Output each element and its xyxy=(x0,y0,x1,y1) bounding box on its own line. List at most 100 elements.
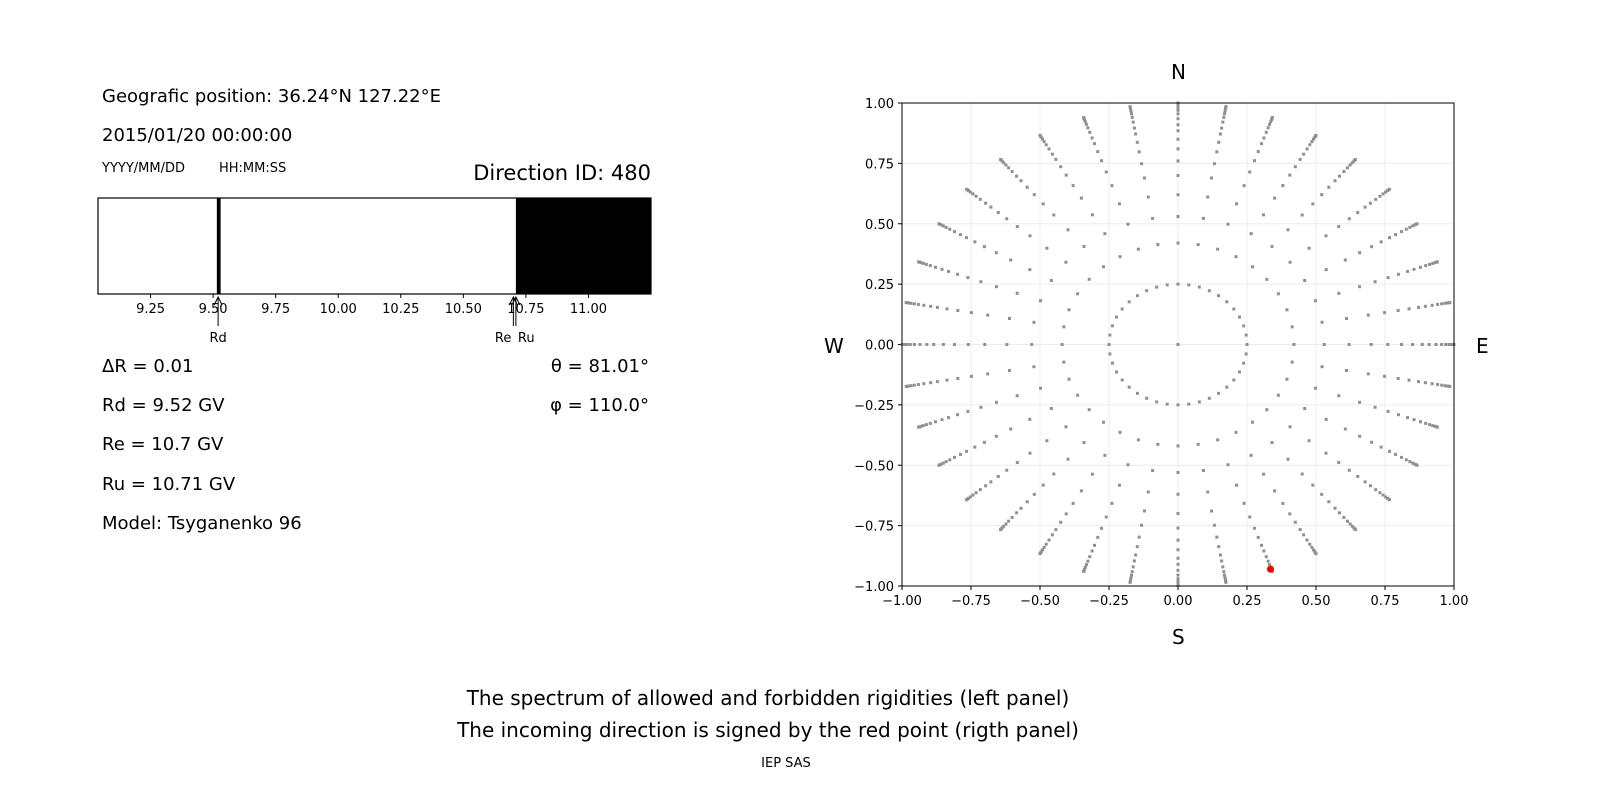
scatter-point xyxy=(1223,109,1227,113)
scatter-point xyxy=(1226,463,1230,467)
scatter-point xyxy=(1007,369,1011,373)
scatter-point xyxy=(1176,556,1180,560)
scatter-point xyxy=(1245,343,1249,346)
scatter-point xyxy=(1379,240,1383,244)
scatter-point xyxy=(1197,400,1201,404)
scatter-point xyxy=(1010,515,1014,519)
scatter-point xyxy=(971,493,975,497)
scatter-point xyxy=(996,474,1000,478)
scatter-point xyxy=(1242,184,1246,188)
scatter-point xyxy=(965,498,969,502)
scatter-point xyxy=(1260,142,1264,146)
scatter-point xyxy=(1079,196,1083,200)
scatter-point xyxy=(1088,555,1092,559)
scatter-point xyxy=(1176,492,1180,496)
scatter-point xyxy=(1288,512,1292,516)
scatter-point xyxy=(1015,511,1019,515)
scatter-point xyxy=(978,488,982,492)
scatter-point xyxy=(989,205,993,209)
scatter-point xyxy=(948,227,952,231)
scatter-point xyxy=(1134,553,1138,557)
scatter-point xyxy=(1118,255,1122,259)
scatter-point xyxy=(1378,491,1382,495)
scatter-point xyxy=(1217,545,1221,549)
scatter-point xyxy=(1103,232,1107,236)
scatter-point xyxy=(968,190,972,194)
spectrum-frame xyxy=(97,197,652,295)
x-tick-label: 9.50 xyxy=(199,302,228,317)
scatter-point xyxy=(944,225,948,229)
scatter-point xyxy=(1064,173,1068,177)
scatter-point xyxy=(1374,488,1378,492)
scatter-point xyxy=(1298,157,1302,161)
scatter-point xyxy=(917,425,921,429)
scatter-point xyxy=(1176,123,1180,127)
scatter-point xyxy=(1337,460,1341,464)
scatter-point xyxy=(1101,420,1105,424)
scatter-point xyxy=(1082,441,1086,445)
scatter-point xyxy=(1128,580,1132,584)
scatter-point xyxy=(1314,133,1318,137)
scatter-point xyxy=(1032,365,1036,369)
scatter-point xyxy=(1374,197,1378,201)
scatter-point xyxy=(1108,333,1112,337)
scatter-point xyxy=(1201,469,1205,473)
scatter-point xyxy=(1411,343,1415,346)
scatter-point xyxy=(912,302,916,306)
scatter-point xyxy=(1445,301,1449,305)
scatter-point xyxy=(1423,304,1427,308)
scatter-point xyxy=(1131,565,1135,569)
scatter-point xyxy=(1047,538,1051,542)
scatter-point xyxy=(909,301,913,305)
scatter-point xyxy=(1176,526,1180,530)
scatter-point xyxy=(1262,472,1266,476)
scatter-point xyxy=(1394,452,1398,456)
scatter-point xyxy=(924,262,928,266)
scatter-point xyxy=(1310,140,1314,144)
scatter-point xyxy=(1363,205,1367,209)
theta-value: θ = 81.01° xyxy=(550,356,649,377)
scatter-point xyxy=(1092,142,1096,146)
scatter-point xyxy=(1206,490,1210,494)
scatter-point xyxy=(1135,140,1139,144)
scatter-point xyxy=(973,445,977,449)
x-tick-label: 9.25 xyxy=(136,302,165,317)
scatter-point xyxy=(1276,393,1280,397)
scatter-point xyxy=(1411,461,1415,465)
scatter-point xyxy=(946,416,950,420)
scatter-point xyxy=(1132,559,1136,563)
scatter-point xyxy=(1142,176,1146,180)
scatter-point xyxy=(1264,555,1268,559)
scatter-point xyxy=(1142,509,1146,513)
scatter-point xyxy=(1358,434,1362,438)
scatter-point xyxy=(1292,343,1296,346)
scatter-point xyxy=(912,383,916,387)
scatter-point xyxy=(1369,343,1373,346)
scatter-point xyxy=(1041,483,1045,487)
scatter-point xyxy=(1251,265,1255,269)
scatter-point xyxy=(948,458,952,462)
scatter-point xyxy=(1176,343,1180,346)
scatter-point xyxy=(1303,406,1307,410)
scatter-point xyxy=(1176,403,1180,407)
scatter-point xyxy=(1140,162,1144,166)
scatter-point xyxy=(919,261,923,265)
scatter-point xyxy=(1244,333,1248,337)
scatter-point xyxy=(1285,308,1289,312)
scatter-point xyxy=(1293,165,1297,169)
scatter-point xyxy=(1176,108,1180,112)
scatter-point xyxy=(1252,159,1256,163)
y-tick-label: 0.50 xyxy=(865,218,894,233)
scatter-point xyxy=(1265,408,1269,412)
scatter-point xyxy=(956,272,960,276)
scatter-point xyxy=(1038,133,1042,137)
x-tick-label: 10.50 xyxy=(445,302,482,317)
scatter-point xyxy=(1120,378,1124,382)
scatter-point xyxy=(1270,441,1274,445)
scatter-point xyxy=(1076,292,1080,296)
scatter-point xyxy=(1333,506,1337,510)
scatter-point xyxy=(1404,227,1408,231)
scatter-point xyxy=(905,343,909,346)
scatter-point xyxy=(1087,408,1091,412)
scatter-point xyxy=(1358,400,1362,404)
